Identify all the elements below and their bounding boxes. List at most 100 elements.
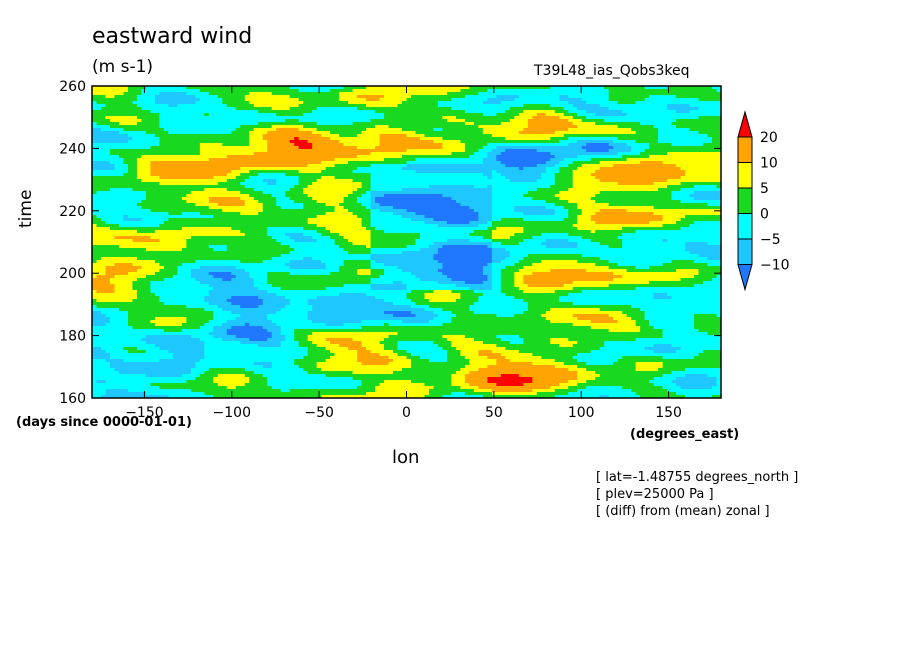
field-cell [339, 116, 345, 120]
field-cell [177, 119, 183, 123]
field-cell [289, 140, 295, 144]
field-cell [96, 155, 102, 159]
field-cell [154, 98, 160, 102]
field-cell [132, 107, 138, 111]
field-cell [217, 119, 223, 123]
field-cell [460, 143, 466, 147]
field-cell [469, 89, 475, 93]
field-cell [491, 122, 497, 126]
field-cell [671, 119, 677, 123]
field-cell [424, 137, 430, 141]
field-cell [114, 158, 120, 162]
field-cell [249, 155, 255, 159]
field-cell [172, 137, 178, 141]
field-cell [590, 95, 596, 99]
field-cell [703, 149, 709, 153]
field-cell [644, 122, 650, 126]
field-cell [352, 128, 358, 132]
field-cell [159, 152, 165, 156]
field-cell [379, 155, 385, 159]
field-cell [469, 131, 475, 135]
field-cell [168, 134, 174, 138]
field-cell [419, 86, 426, 90]
field-cell [707, 146, 713, 150]
field-cell [599, 110, 605, 114]
field-cell [136, 140, 143, 144]
field-cell [249, 110, 255, 114]
field-cell [213, 134, 219, 138]
field-cell [635, 98, 641, 102]
field-cell [357, 137, 363, 141]
field-cell [667, 86, 673, 90]
field-cell [595, 101, 601, 105]
field-cell [694, 92, 700, 96]
field-cell [532, 149, 538, 153]
field-cell [581, 92, 587, 96]
field-cell [428, 122, 435, 126]
field-cell [105, 98, 111, 102]
field-cell [455, 116, 462, 120]
field-cell [586, 122, 592, 126]
field-cell [442, 140, 448, 144]
field-cell [464, 155, 470, 159]
field-cell [226, 95, 232, 99]
field-cell [653, 149, 659, 153]
field-cell [271, 134, 277, 138]
field-cell [352, 101, 358, 105]
field-cell [523, 104, 529, 108]
field-cell [442, 104, 448, 108]
field-cell [586, 113, 592, 117]
field-cell [667, 116, 673, 120]
field-cell [240, 104, 246, 108]
field-cell [712, 95, 718, 99]
field-cell [622, 134, 628, 138]
field-cell [554, 143, 560, 147]
field-cell [455, 107, 462, 111]
field-cell [352, 125, 358, 129]
field-cell [366, 119, 372, 123]
field-cell [478, 125, 484, 129]
field-cell [406, 152, 412, 156]
field-cell [635, 89, 641, 93]
field-cell [527, 119, 533, 123]
field-cell [482, 104, 488, 108]
field-cell [92, 137, 98, 141]
field-cell [622, 155, 628, 159]
field-cell [541, 131, 547, 135]
field-cell [406, 122, 412, 126]
field-cell [527, 113, 533, 117]
field-cell [631, 134, 637, 138]
field-cell [321, 137, 327, 141]
field-cell [177, 128, 183, 132]
field-cell [96, 98, 102, 102]
field-cell [217, 113, 223, 117]
field-cell [352, 155, 358, 159]
field-cell [676, 131, 682, 135]
field-cell [559, 155, 565, 159]
field-cell [505, 128, 511, 132]
field-cell [402, 86, 408, 90]
field-cell [581, 116, 587, 120]
field-cell [298, 92, 304, 96]
field-cell [240, 158, 246, 162]
field-cell [123, 158, 129, 162]
field-cell [460, 152, 466, 156]
field-cell [271, 113, 277, 117]
x-axis-units: (degrees_east) [630, 427, 740, 442]
field-cell [581, 152, 587, 156]
field-cell [127, 101, 134, 105]
field-cell [168, 113, 174, 117]
field-cell [213, 119, 219, 123]
field-cell [541, 101, 547, 105]
field-cell [136, 128, 143, 132]
field-cell [244, 101, 250, 105]
field-cell [572, 107, 578, 111]
field-cell [402, 128, 408, 132]
field-cell [325, 146, 331, 150]
field-cell [698, 101, 704, 105]
field-cell [680, 95, 686, 99]
field-cell [428, 134, 435, 138]
field-cell [505, 134, 511, 138]
field-cell [478, 95, 484, 99]
field-cell [397, 131, 403, 135]
